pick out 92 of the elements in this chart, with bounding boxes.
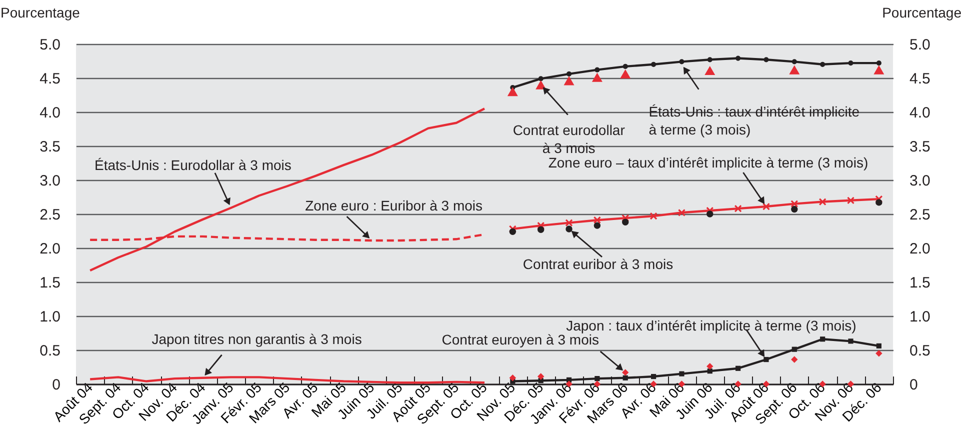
annotation: Zone euro : Euribor à 3 mois [305,198,483,214]
point [876,350,882,357]
point [791,356,798,363]
point [791,206,798,213]
point [707,57,712,62]
point [764,356,769,362]
point [679,371,684,376]
point [509,374,516,382]
point [537,222,545,230]
point [650,212,658,220]
point [679,59,684,64]
point [706,206,714,214]
point [707,368,712,374]
point [622,375,628,380]
point [875,195,883,203]
point [820,336,826,342]
point [650,62,656,67]
y-tick-label: 5.0 [40,36,60,54]
annotation: Japon : taux d’intérêt implicite à terme (3 mois) [566,318,856,334]
point [537,373,544,380]
point [508,225,516,233]
point [820,62,826,67]
point [792,59,797,64]
point [507,87,518,96]
point [762,202,770,210]
point [876,60,882,66]
y2-tick-label: 3.0 [910,172,930,190]
point [790,200,798,208]
point [846,196,855,204]
point [594,222,601,229]
point [622,218,629,226]
annotation: Zone euro – taux d’intérêt implicite à terme (3 mois) [548,154,868,171]
y2-tick-label: 3.5 [910,138,930,156]
y-tick-label: 1.5 [40,274,60,292]
point [592,72,602,82]
y-tick-label: 1.0 [40,308,60,326]
point [876,343,882,348]
y-tick-label: 2.0 [40,240,60,258]
point [874,65,884,74]
y2-tick-label: 5.0 [910,36,930,54]
point [509,228,516,236]
point [736,366,741,371]
y2-tick-label: 1.0 [910,308,930,326]
point [622,369,629,376]
annotation: Contrat euroyen à 3 mois [442,331,599,348]
y2-tick-label: 1.5 [910,274,930,292]
line-series [88,108,486,272]
point [594,67,600,72]
point [706,362,714,370]
y-tick-label: 3.5 [40,138,60,156]
point [704,66,716,76]
point [789,65,800,74]
point [818,198,826,206]
point [736,56,741,61]
annotation: Contrat euribor à 3 mois [522,256,674,272]
point [537,226,544,233]
y-tick-label: 4.5 [40,70,60,88]
y2-tick-label: 4.0 [910,104,930,122]
annotation: Japon titres non garantis à 3 mois [152,330,362,347]
point [734,204,742,212]
point [536,80,546,90]
point [792,346,797,352]
y2-axis-title: Pourcentage [882,4,961,20]
point [538,76,544,82]
y-axis-title: Pourcentage [0,4,80,20]
point [678,208,686,216]
point [565,219,573,227]
y2-tick-label: 0.5 [910,342,930,360]
point [706,210,714,218]
point [622,64,628,69]
point [594,376,600,382]
y2-tick-label: 0 [910,376,918,394]
y-tick-label: 2.5 [40,206,60,224]
point [566,226,572,232]
point [620,69,631,78]
y-tick-label: 0 [52,376,60,394]
point [564,76,574,86]
y-tick-label: 3.0 [40,172,60,190]
point [566,71,572,76]
annotation: États-Unis : Eurodollar à 3 mois [94,156,292,173]
y-tick-label: 0.5 [40,342,60,360]
y2-tick-label: 2.5 [910,206,930,224]
point [848,338,854,344]
point [650,374,656,380]
y2-tick-label: 2.0 [910,240,930,258]
point [764,57,769,62]
point [848,60,854,66]
y2-tick-label: 4.5 [910,70,930,88]
y-tick-label: 4.0 [40,104,60,122]
point [622,214,630,222]
point [876,199,882,206]
point [593,216,601,224]
